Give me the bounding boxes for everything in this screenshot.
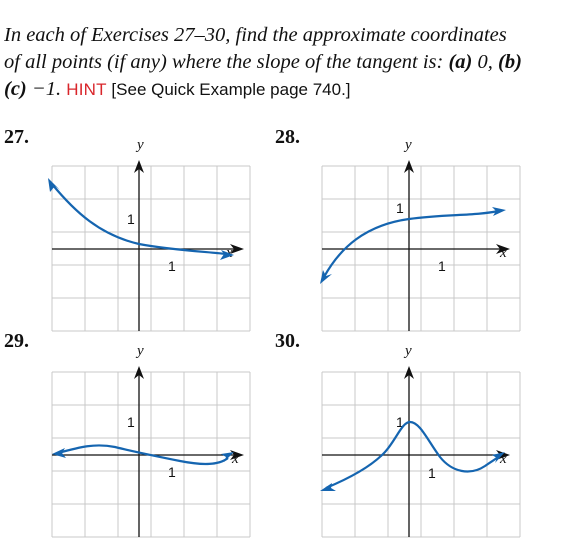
curve-30 [325,420,499,490]
graph-28: x y 1 1 [320,137,521,332]
y-axis-label-27: y [135,137,144,153]
part-b-label: (b) [498,51,522,73]
y-tick-label-30: 1 [396,414,404,430]
exercise-instructions: In each of Exercises 27–30, find the app… [4,22,580,103]
part-c-label: (c) [4,78,27,100]
y-tick-label-27: 1 [127,211,135,227]
y-axis-label-28: y [403,137,412,153]
curve-29 [57,444,229,466]
x-tick-label-27: 1 [168,258,176,274]
y-tick-label-28: 1 [396,200,404,216]
instructions-line-2: of all points (if any) where the slope o… [4,49,580,76]
part-a-label: (a) [448,51,473,73]
curve-end-arrow-27 [220,250,234,260]
curve-start-arrow-28 [320,270,332,284]
curve-27 [51,183,227,256]
exercise-29-number: 29. [4,330,29,352]
x-axis-label-30: x [499,451,507,467]
curve-end-arrow-29 [221,452,234,462]
curve-start-arrow-27 [48,178,60,192]
y-axis-label-29: y [135,343,144,359]
curve-end-arrow-30 [492,452,505,463]
x-tick-label-28: 1 [438,258,446,274]
instructions-text-1: In each of Exercises 27–30, find the app… [4,24,507,46]
instructions-text-2: of all points (if any) where the slope o… [4,51,449,73]
exercise-30-number: 30. [275,330,300,352]
x-axis-label-27: x [225,245,233,261]
y-axis-arrow-28 [404,160,414,173]
exercise-28-number: 28. [275,126,300,148]
graph-27: x y 1 1 [48,137,251,332]
hint-link[interactable]: HINT [66,80,107,99]
instructions-line-3: (c) −1. HINT [See Quick Example page 740… [4,76,580,103]
curve-28 [323,209,499,278]
curve-start-arrow-30 [320,483,336,491]
x-axis-arrow-28 [496,244,510,254]
x-axis-label-29: x [231,451,239,467]
instructions-line-1: In each of Exercises 27–30, find the app… [4,22,580,49]
curve-start-arrow-29 [52,448,66,458]
y-axis-arrow-27 [134,160,144,173]
x-tick-label-30: 1 [428,465,436,481]
part-a-value: 0, [472,51,499,73]
part-c-value: −1. [26,78,67,100]
graph-30: x y 1 1 [320,343,521,538]
y-axis-label-30: y [403,343,412,359]
x-tick-label-29: 1 [168,464,176,480]
curve-end-arrow-28 [492,207,506,216]
graph-29: x y 1 1 [51,343,251,538]
hint-reference: [See Quick Example page 740.] [106,80,351,99]
y-tick-label-29: 1 [127,414,135,430]
y-axis-arrow-30 [404,366,414,379]
y-axis-arrow-29 [134,366,144,379]
x-axis-arrow-27 [230,244,244,254]
exercise-27-number: 27. [4,126,29,148]
x-axis-label-28: x [499,245,507,261]
